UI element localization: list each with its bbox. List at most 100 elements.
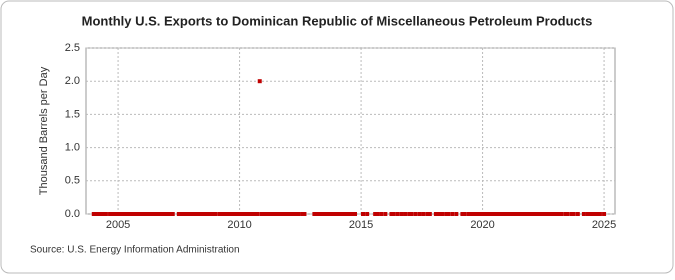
data-point <box>136 212 141 216</box>
data-point <box>512 212 517 216</box>
data-point <box>565 212 570 216</box>
x-tick-label: 2020 <box>470 219 494 231</box>
data-point <box>602 212 607 216</box>
data-point <box>318 212 323 216</box>
data-point <box>433 212 438 216</box>
data-point <box>375 212 380 216</box>
data-point <box>594 212 599 216</box>
data-point <box>300 212 305 216</box>
data-point <box>196 212 201 216</box>
y-tick-label: 1.5 <box>65 108 80 120</box>
data-point <box>103 212 108 216</box>
data-point <box>581 212 586 216</box>
chart-title: Monthly U.S. Exports to Dominican Republ… <box>82 13 593 28</box>
data-point <box>531 212 536 216</box>
data-point <box>470 212 475 216</box>
data-point <box>391 212 396 216</box>
y-tick-label: 0.0 <box>65 208 80 220</box>
data-point <box>130 212 135 216</box>
data-point <box>255 212 260 216</box>
data-point <box>160 212 165 216</box>
data-point <box>336 212 341 216</box>
data-point <box>597 212 602 216</box>
data-point <box>488 212 493 216</box>
data-point <box>454 212 459 216</box>
data-point <box>383 212 388 216</box>
data-point <box>525 212 530 216</box>
data-point <box>403 212 408 216</box>
data-point <box>166 212 171 216</box>
data-point <box>144 212 149 216</box>
data-point <box>227 212 232 216</box>
data-point <box>409 212 414 216</box>
data-point <box>427 212 432 216</box>
data-point <box>555 212 560 216</box>
data-point <box>302 212 307 216</box>
data-point <box>500 212 505 216</box>
data-point <box>506 212 511 216</box>
data-point <box>209 212 214 216</box>
data-point <box>251 212 256 216</box>
data-point <box>288 212 293 216</box>
data-point <box>245 212 250 216</box>
data-point <box>417 212 422 216</box>
data-point <box>591 212 596 216</box>
y-tick-label: 2.0 <box>65 75 80 87</box>
y-tick-label: 1.0 <box>65 142 80 154</box>
data-point <box>518 212 523 216</box>
chart-frame <box>0 0 674 274</box>
data-point <box>178 212 183 216</box>
data-point <box>450 212 455 216</box>
data-point <box>585 212 590 216</box>
data-point <box>348 212 353 216</box>
source-note: Source: U.S. Energy Information Administ… <box>30 245 240 256</box>
y-tick-label: 0.5 <box>65 175 80 187</box>
data-point <box>124 212 129 216</box>
data-point <box>99 212 104 216</box>
data-point <box>93 212 98 216</box>
data-point <box>476 212 481 216</box>
data-point <box>263 212 268 216</box>
data-point <box>282 212 287 216</box>
data-point <box>439 212 444 216</box>
y-tick-label: 2.5 <box>65 42 80 54</box>
data-point <box>221 212 226 216</box>
data-point <box>575 212 580 216</box>
data-point <box>399 212 404 216</box>
data-point <box>203 212 208 216</box>
data-point <box>373 212 378 216</box>
x-tick-label: 2010 <box>227 219 251 231</box>
data-point <box>330 212 335 216</box>
data-point <box>559 212 564 216</box>
data-point <box>213 212 218 216</box>
data-point <box>421 212 426 216</box>
data-point <box>395 212 400 216</box>
data-point <box>543 212 548 216</box>
data-point <box>190 212 195 216</box>
data-point <box>148 212 153 216</box>
data-point <box>446 212 451 216</box>
data-point <box>352 212 357 216</box>
data-point <box>184 212 189 216</box>
y-axis-label: Thousand Barrels per Day <box>38 66 50 195</box>
data-point <box>111 212 116 216</box>
data-point <box>361 212 366 216</box>
data-point <box>269 212 274 216</box>
data-point <box>494 212 499 216</box>
data-point <box>118 212 123 216</box>
data-point <box>436 212 441 216</box>
data-point <box>379 212 384 216</box>
data-point <box>571 212 576 216</box>
data-point <box>482 212 487 216</box>
x-tick-label: 2025 <box>592 219 616 231</box>
data-point <box>537 212 542 216</box>
data-point <box>294 212 299 216</box>
data-point <box>549 212 554 216</box>
data-point <box>239 212 244 216</box>
x-tick-label: 2005 <box>106 219 130 231</box>
data-point <box>365 212 370 216</box>
data-point <box>324 212 329 216</box>
x-tick-label: 2015 <box>349 219 373 231</box>
data-point <box>462 212 467 216</box>
